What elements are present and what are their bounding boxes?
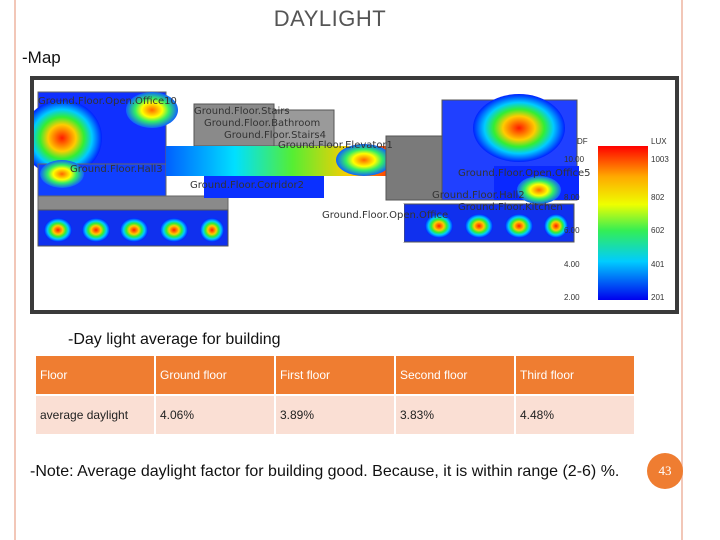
table-header-cell: Ground floor [156, 356, 274, 394]
room-label: Ground.Floor.Hall3 [70, 164, 163, 175]
table-header-row: Floor Ground floor First floor Second fl… [36, 356, 634, 394]
room-label: Ground.Floor.Open.Office5 [458, 168, 591, 179]
daylight-table: Floor Ground floor First floor Second fl… [34, 354, 636, 436]
legend-lux-value: 602 [651, 226, 665, 235]
colour-scale-bar [598, 146, 648, 300]
table-header-cell: Second floor [396, 356, 514, 394]
legend-df-value: 4.00 [564, 260, 580, 269]
legend-lux-value: 1003 [651, 155, 669, 164]
slide-title: DAYLIGHT [273, 6, 387, 31]
legend-lux-value: 201 [651, 293, 665, 302]
table-cell: average daylight [36, 396, 154, 434]
room-label: Ground.Floor.Open.Office [322, 210, 448, 221]
daylight-map-svg: Ground.Floor.Open.Office10 Ground.Floor.… [34, 91, 669, 302]
room-label: Ground.Floor.Hall2 [432, 190, 525, 201]
room-label: Ground.Floor.Stairs4 [224, 130, 326, 141]
daylight-map: Ground.Floor.Open.Office10 Ground.Floor.… [30, 76, 679, 314]
room-label: Ground.Floor.Bathroom [204, 118, 320, 129]
room-label: Ground.Floor.Corridor2 [190, 180, 304, 191]
legend-lux-value: 401 [651, 260, 665, 269]
page-number-badge: 43 [647, 453, 683, 489]
table-cell: 4.48% [516, 396, 634, 434]
average-daylight-heading: -Day light average for building [68, 331, 281, 348]
legend-df-value: 10.00 [564, 155, 585, 164]
legend-df-value: 6.00 [564, 226, 580, 235]
legend-df-value: 8.00 [564, 193, 580, 202]
table-cell: 3.89% [276, 396, 394, 434]
table-cell: 4.06% [156, 396, 274, 434]
map-label: -Map [22, 48, 61, 67]
room-label: Ground.Floor.Elevator1 [278, 140, 393, 151]
table-header-cell: First floor [276, 356, 394, 394]
table-header-cell: Floor [36, 356, 154, 394]
room-label: Ground.Floor.Kitchen [458, 202, 563, 213]
left-frame-line [14, 0, 16, 540]
legend-lux-header: LUX [651, 137, 667, 146]
table-header-cell: Third floor [516, 356, 634, 394]
table-cell: 3.83% [396, 396, 514, 434]
legend-df-value: 2.00 [564, 293, 580, 302]
legend-lux-value: 802 [651, 193, 665, 202]
room-label: Ground.Floor.Stairs [194, 106, 290, 117]
table-row: average daylight 4.06% 3.89% 3.83% 4.48% [36, 396, 634, 434]
legend-df-header: DF [577, 137, 588, 146]
room-label: Ground.Floor.Open.Office10 [38, 96, 177, 107]
note-text: -Note: Average daylight factor for build… [30, 463, 620, 480]
right-frame-line [681, 0, 683, 540]
